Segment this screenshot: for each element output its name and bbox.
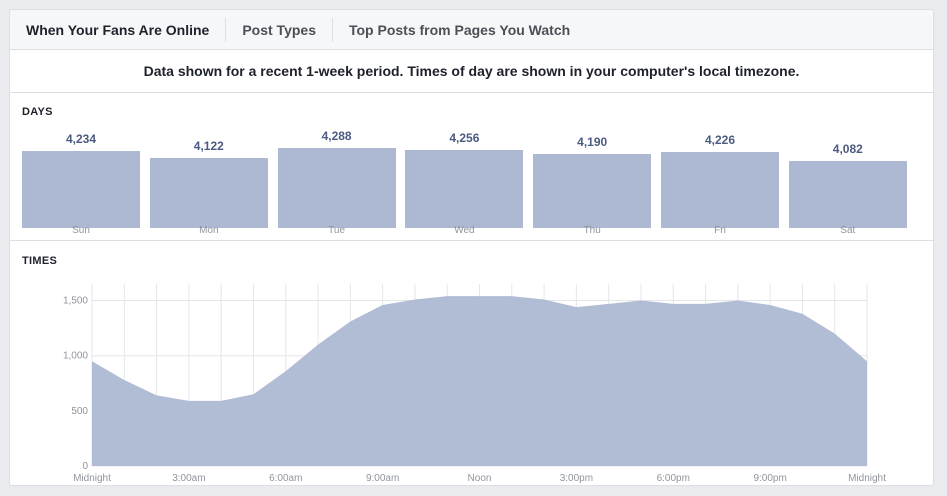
day-name-label: Sun [72, 225, 90, 236]
days-chart-title: DAYS [22, 106, 53, 118]
x-tick-label: 9:00pm [753, 473, 786, 484]
y-tick-label: 0 [82, 461, 88, 472]
tab-post-types[interactable]: Post Types [225, 17, 332, 42]
day-column-mon[interactable]: 4,122 Mon [149, 94, 268, 241]
day-bar [533, 154, 652, 228]
day-value-label: 4,082 [832, 141, 863, 156]
day-bar [22, 151, 140, 228]
day-value-label: 4,234 [65, 132, 97, 147]
x-tick-label: 6:00pm [657, 473, 690, 484]
y-tick-label: 1,000 [63, 351, 88, 362]
days-chart: DAYS 4,234 Sun 4,122 Mon 4,288 Tue 4,256 Wed 4,1… [10, 94, 933, 241]
y-tick-label: 1,500 [63, 296, 88, 307]
day-column-wed[interactable]: 4,256 Wed [405, 94, 524, 241]
day-name-label: Thu [583, 225, 601, 236]
day-name-label: Mon [199, 225, 219, 236]
page-insights-panel: When Your Fans Are Online Post Types Top… [9, 9, 934, 486]
times-area-series [92, 296, 867, 466]
x-tick-label: Midnight [73, 473, 111, 484]
day-bar [277, 148, 396, 228]
day-name-label: Tue [328, 225, 346, 236]
day-column-sun[interactable]: 4,234 Sun [22, 94, 140, 241]
day-column-sat[interactable]: 4,082 Sat [788, 94, 907, 241]
times-area-chart: 0 500 1,000 1,500 Midnight 3:00am 6:00am 9:00am… [63, 284, 886, 484]
tab-top-posts[interactable]: Top Posts from Pages You Watch [331, 17, 586, 42]
times-chart-section: TIMES 0 500 1,000 1,500 Midnight 3:00am 6:00am… [10, 242, 933, 485]
day-name-label: Wed [454, 225, 475, 236]
day-value-label: 4,256 [449, 130, 480, 145]
day-bar [661, 151, 779, 228]
x-tick-label: 6:00am [269, 473, 302, 484]
day-bar [149, 158, 268, 228]
day-value-label: 4,122 [193, 139, 224, 154]
times-chart-title: TIMES [22, 255, 58, 267]
day-value-label: 4,226 [704, 132, 736, 147]
x-tick-label: Noon [468, 473, 492, 484]
day-column-thu[interactable]: 4,190 Thu [533, 94, 652, 241]
x-tick-label: 9:00am [366, 473, 399, 484]
x-tick-label: Midnight [848, 473, 886, 484]
tab-when-fans-online[interactable]: When Your Fans Are Online [26, 21, 210, 38]
day-column-tue[interactable]: 4,288 Tue [277, 94, 396, 241]
timezone-notice: Data shown for a recent 1-week period. T… [10, 50, 933, 93]
tab-bar: When Your Fans Are Online Post Types Top… [10, 10, 933, 50]
x-tick-label: 3:00pm [560, 473, 593, 484]
x-tick-label: 3:00am [172, 473, 205, 484]
day-name-label: Fri [714, 225, 726, 236]
day-bar [405, 149, 524, 228]
day-name-label: Sat [840, 225, 856, 236]
day-value-label: 4,288 [321, 129, 352, 143]
day-column-fri[interactable]: 4,226 Fri [661, 94, 779, 241]
y-tick-label: 500 [71, 406, 88, 417]
day-value-label: 4,190 [577, 135, 608, 150]
day-bar [788, 160, 907, 228]
